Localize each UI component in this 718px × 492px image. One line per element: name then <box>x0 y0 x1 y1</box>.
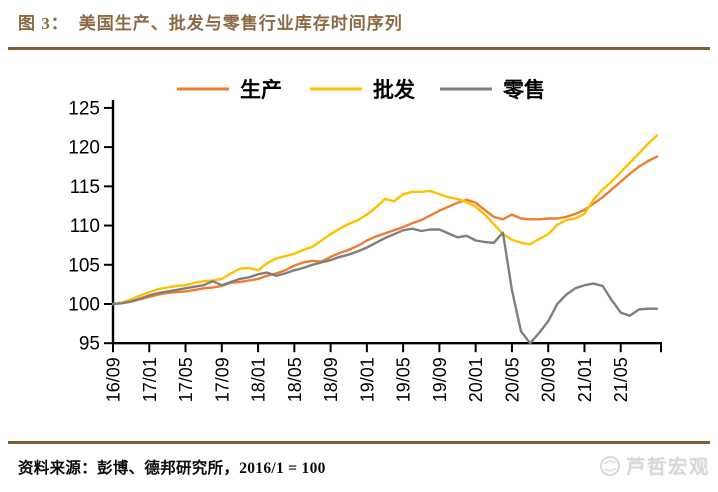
y-tick-label: 110 <box>70 216 100 237</box>
x-tick-label: 20/01 <box>466 357 486 402</box>
figure-number-label: 图 3： <box>18 14 69 33</box>
watermark-text: 芦哲宏观 <box>625 457 710 478</box>
series-line-2 <box>111 227 659 345</box>
y-tick-label: 105 <box>68 255 100 276</box>
legend-item-1: 批发 <box>310 78 416 102</box>
x-tick-label: 17/09 <box>212 357 232 402</box>
axes: 95 100 105 110 115 120 125 16/09 17/01 17/05 17/09… <box>68 98 662 402</box>
series-line-1 <box>111 134 659 306</box>
x-tick-label: 18/01 <box>249 357 269 402</box>
x-tick-label: 19/09 <box>430 357 450 402</box>
legend-item-2: 零售 <box>440 78 545 102</box>
x-tick-label: 18/09 <box>321 357 341 402</box>
x-tick-label: 19/01 <box>357 357 377 402</box>
y-tick-label: 125 <box>68 98 100 119</box>
top-divider-rule <box>8 47 710 50</box>
x-tick-label: 21/05 <box>611 357 631 402</box>
watermark-logo-icon <box>599 455 620 476</box>
x-tick-label: 17/01 <box>140 357 160 402</box>
x-tick-label: 20/05 <box>502 357 522 402</box>
figure-title-text: 美国生产、批发与零售行业库存时间序列 <box>78 14 403 33</box>
y-tick-label: 95 <box>79 334 100 355</box>
legend-label: 生产 <box>240 78 282 102</box>
x-tick-label: 16/09 <box>104 357 124 402</box>
x-tick-label: 18/05 <box>285 357 305 402</box>
y-tick-label: 115 <box>70 177 100 198</box>
series-group <box>111 134 659 345</box>
x-tick-label: 21/01 <box>575 357 595 402</box>
x-tick-label: 20/09 <box>539 357 559 402</box>
figure-title: 图 3： 美国生产、批发与零售行业库存时间序列 <box>18 9 403 34</box>
legend: 生产 批发 零售 <box>177 78 545 102</box>
bottom-divider-rule <box>8 441 710 444</box>
x-tick-label: 17/05 <box>176 357 196 402</box>
y-tick-label: 120 <box>68 138 100 159</box>
brand-watermark: 芦哲宏观 <box>599 452 710 479</box>
x-tick-label: 19/05 <box>394 357 414 402</box>
legend-label: 批发 <box>373 78 416 102</box>
legend-label: 零售 <box>502 78 545 102</box>
y-tick-label: 100 <box>68 294 100 315</box>
series-line-0 <box>111 155 659 306</box>
source-note: 资料来源：彭博、德邦研究所，2016/1 = 100 <box>18 460 326 477</box>
legend-item-0: 生产 <box>177 78 282 102</box>
